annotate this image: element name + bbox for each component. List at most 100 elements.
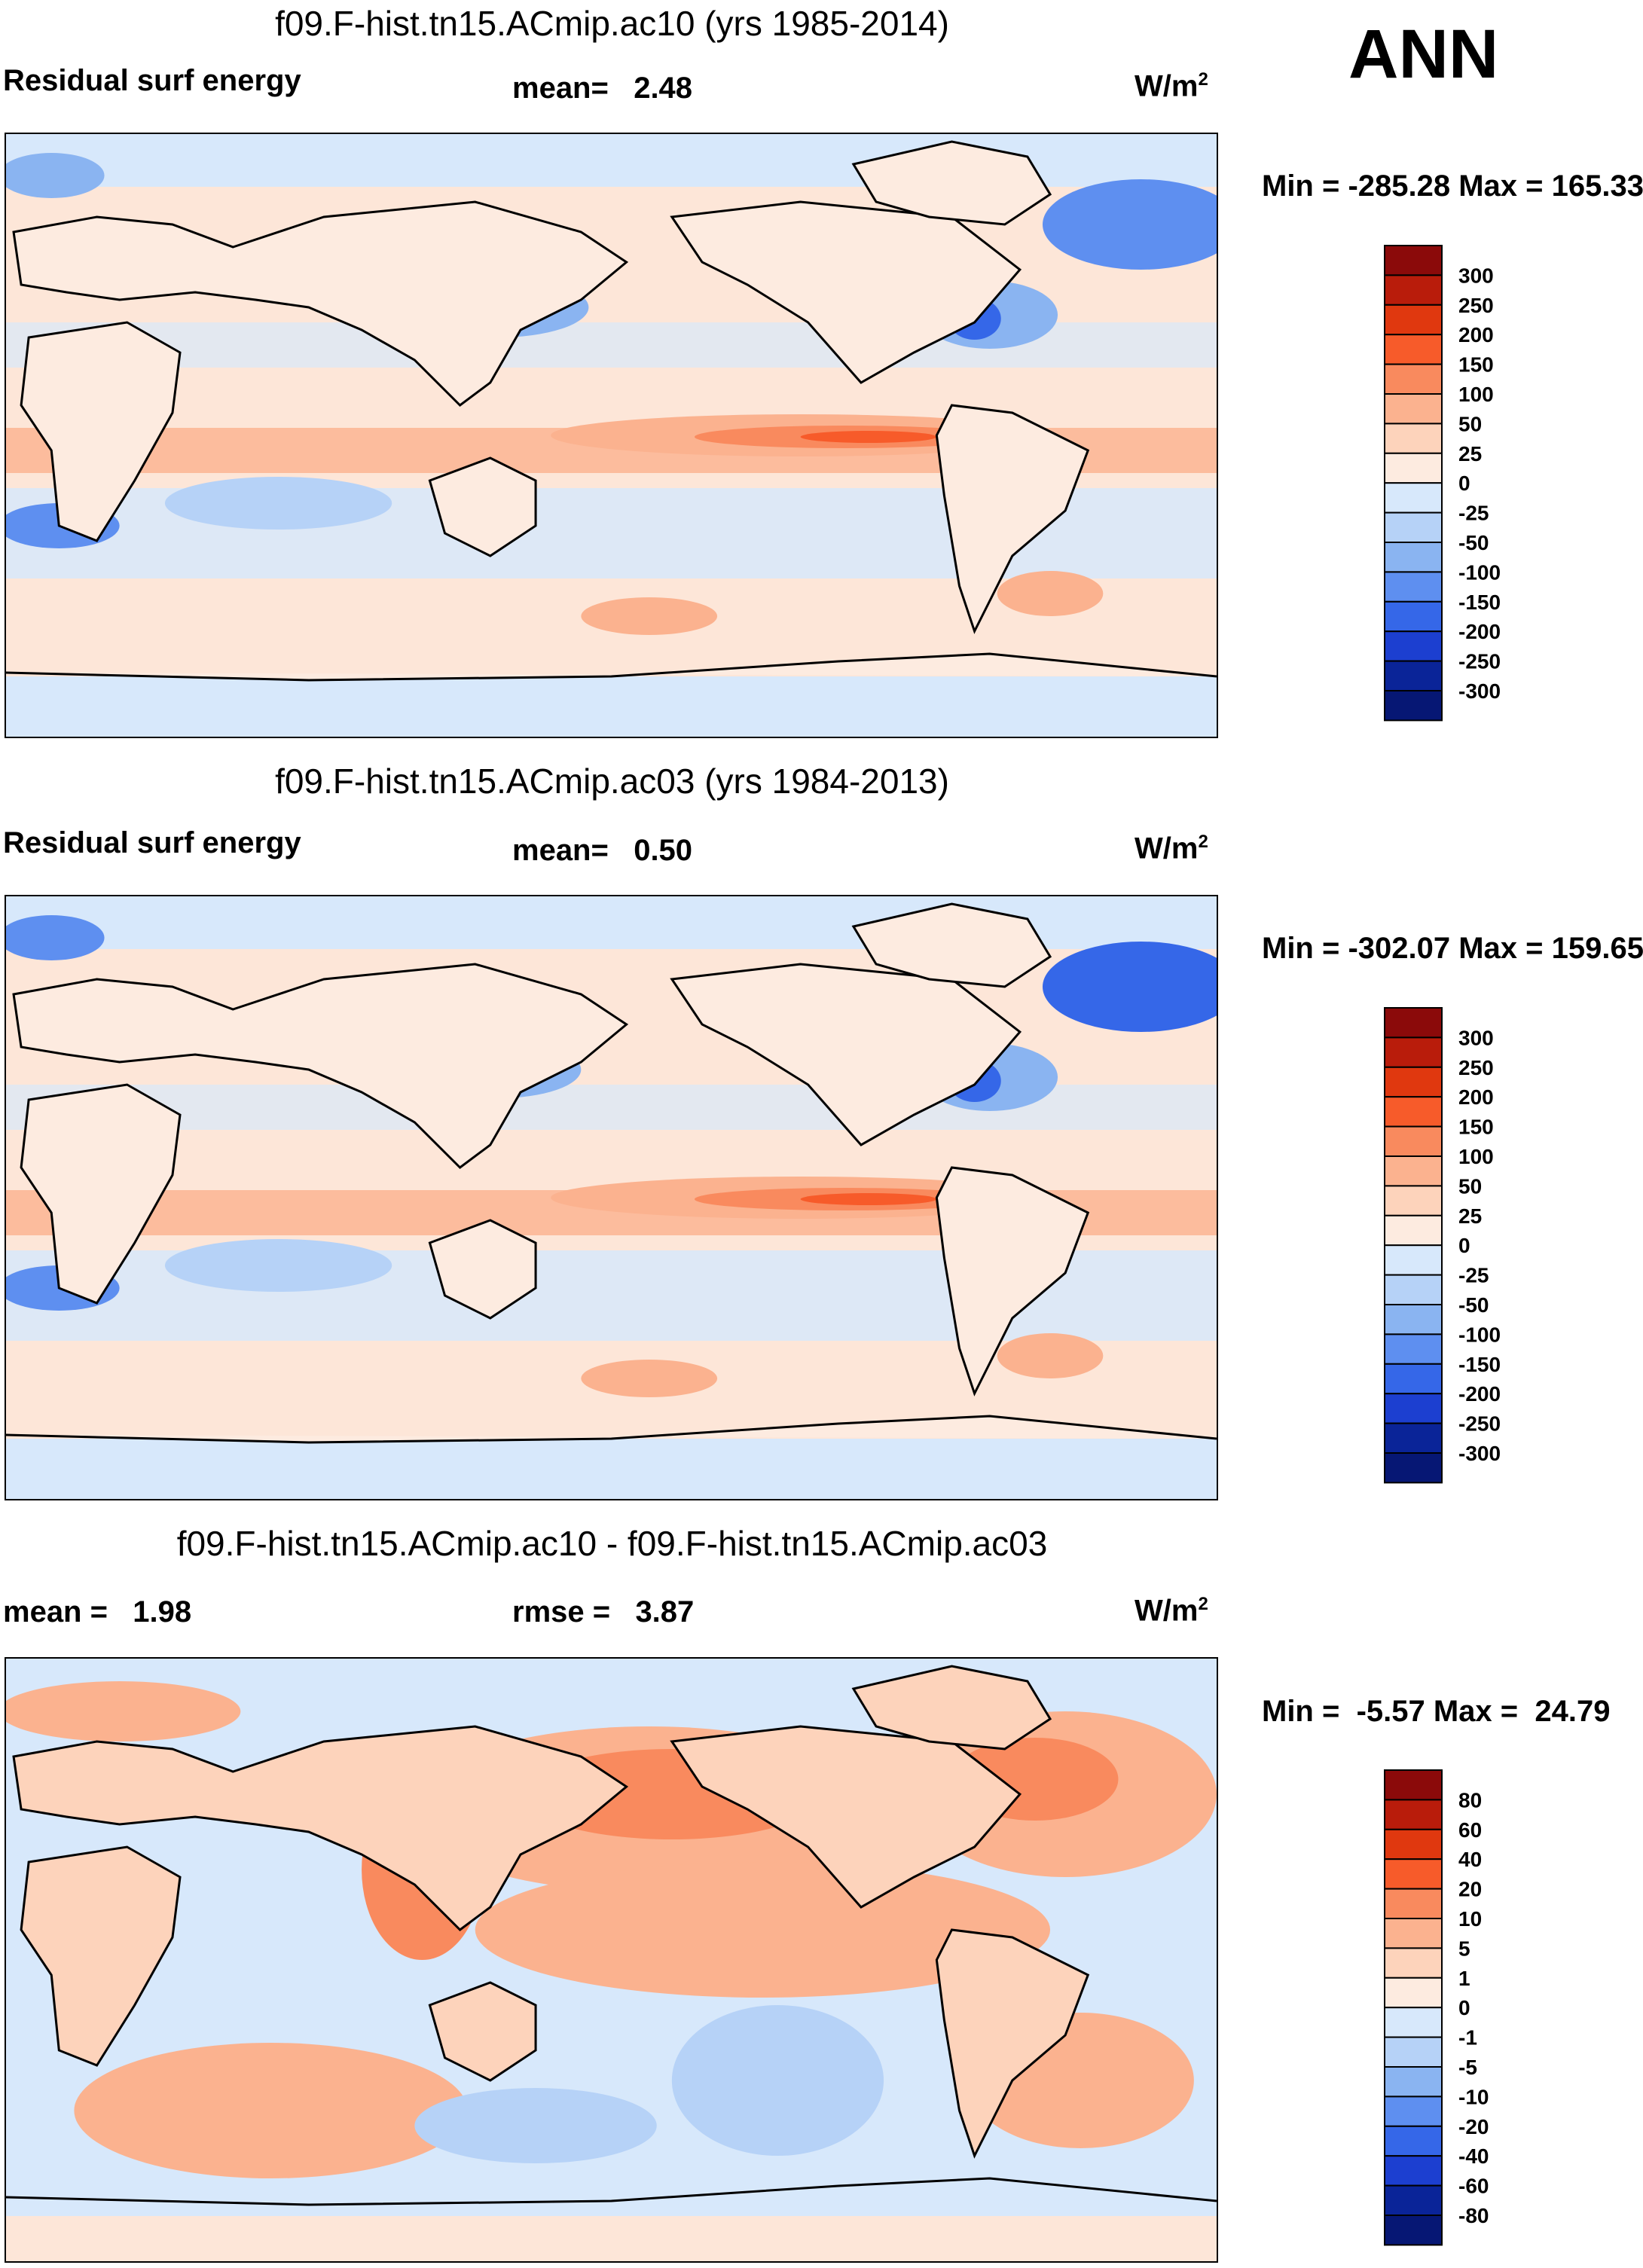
colorbar-tick-label: 10 <box>1458 1907 1482 1931</box>
colorbar-tick-label: -5 <box>1458 2056 1477 2079</box>
colorbar-tick-label: -10 <box>1458 2085 1489 2108</box>
colorbar-tick-label: 150 <box>1458 353 1494 377</box>
colorbar-swatch <box>1384 1452 1443 1484</box>
colorbar-tick-label: -40 <box>1458 2144 1489 2168</box>
colorbar-tick-label: 80 <box>1458 1788 1482 1812</box>
colorbar-swatch <box>1384 2007 1443 2038</box>
colorbar-tick-label: -80 <box>1458 2204 1489 2227</box>
colorbar-swatch <box>1384 1214 1443 1247</box>
colorbar-swatch <box>1384 1007 1443 1039</box>
colorbar-tick-label: 0 <box>1458 1996 1470 2019</box>
colorbar-swatch <box>1384 1125 1443 1158</box>
colorbar-tick-label: 25 <box>1458 1204 1482 1228</box>
colorbar-tick-label: -60 <box>1458 2175 1489 2198</box>
colorbar-tick-label: -100 <box>1458 560 1501 584</box>
colorbar-tick-label: 0 <box>1458 1234 1470 1257</box>
colorbar-tick-label: 300 <box>1458 264 1494 287</box>
colorbar-swatch <box>1384 1274 1443 1306</box>
colorbar-tick-label: -50 <box>1458 1293 1489 1317</box>
colorbar-swatch <box>1384 511 1443 544</box>
colorbar-tick-label: -250 <box>1458 650 1501 673</box>
colorbar-swatch <box>1384 1828 1443 1860</box>
colorbar-swatch <box>1384 542 1443 573</box>
colorbar-swatch <box>1384 1363 1443 1395</box>
panel-2-colorbar: 30025020015010050250-25-50-100-150-200-2… <box>1384 1007 1501 1484</box>
panel-1-colorbar: 30025020015010050250-25-50-100-150-200-2… <box>1384 245 1501 722</box>
colorbar-swatch <box>1384 2096 1443 2127</box>
colorbar-tick-label: -25 <box>1458 1264 1489 1287</box>
colorbar-swatch <box>1384 1155 1443 1187</box>
colorbar-tick-label: 250 <box>1458 1056 1494 1079</box>
panel-3-rmse-label: rmse = 3.87 <box>512 1595 695 1629</box>
colorbar-tick-label: -50 <box>1458 531 1489 554</box>
colorbar-swatch <box>1384 600 1443 633</box>
colorbar-swatch <box>1384 630 1443 662</box>
colorbar-swatch <box>1384 1304 1443 1335</box>
panel-3-mean-label: mean = 1.98 <box>3 1595 192 1629</box>
colorbar-swatch <box>1384 660 1443 691</box>
panel-1-variable-label: Residual surf energy <box>3 64 301 97</box>
panel-3-units: W/m2 <box>1135 1594 1208 1628</box>
colorbar-swatch <box>1384 1185 1443 1216</box>
colorbar-tick-label: 25 <box>1458 442 1482 466</box>
colorbar-swatch <box>1384 1422 1443 1454</box>
panel-2-variable-label: Residual surf energy <box>3 826 301 859</box>
colorbar-tick-label: -250 <box>1458 1412 1501 1436</box>
colorbar-tick-label: 50 <box>1458 412 1482 435</box>
colorbar-swatch <box>1384 423 1443 454</box>
colorbar-swatch <box>1384 1066 1443 1098</box>
colorbar-tick-label: 200 <box>1458 1085 1494 1109</box>
colorbar-tick-label: -150 <box>1458 1353 1501 1376</box>
colorbar-swatch <box>1384 363 1443 395</box>
colorbar-swatch <box>1384 1858 1443 1890</box>
colorbar-tick-label: -300 <box>1458 679 1501 703</box>
colorbar-swatch <box>1384 2184 1443 2216</box>
colorbar-tick-label: 1 <box>1458 1967 1470 1990</box>
colorbar-tick-label: 0 <box>1458 472 1470 495</box>
colorbar-tick-label: 40 <box>1458 1848 1482 1871</box>
colorbar-tick-label: -20 <box>1458 2115 1489 2138</box>
colorbar-swatch <box>1384 393 1443 425</box>
colorbar-tick-label: 100 <box>1458 1145 1494 1168</box>
colorbar-swatch <box>1384 2215 1443 2246</box>
panel-1-units: W/m2 <box>1135 69 1208 103</box>
colorbar-tick-label: 60 <box>1458 1818 1482 1842</box>
colorbar-tick-label: 200 <box>1458 323 1494 346</box>
colorbar-tick-label: -1 <box>1458 2026 1477 2050</box>
colorbar-swatch <box>1384 1333 1443 1365</box>
colorbar-tick-label: -25 <box>1458 502 1489 525</box>
colorbar-swatch <box>1384 1769 1443 1801</box>
panel-3-title: f09.F-hist.tn15.ACmip.ac10 - f09.F-hist.… <box>176 1524 1048 1563</box>
colorbar-swatch <box>1384 690 1443 722</box>
colorbar-swatch <box>1384 1799 1443 1830</box>
panel-1-mean-label: mean= 2.48 <box>512 72 693 105</box>
panel-2-min-max: Min = -302.07 Max = 159.65 <box>1262 932 1643 965</box>
colorbar-swatch <box>1384 1976 1443 2009</box>
colorbar-tick-label: 100 <box>1458 383 1494 406</box>
colorbar-swatch <box>1384 334 1443 365</box>
colorbar-tick-label: 300 <box>1458 1026 1494 1049</box>
colorbar-swatch <box>1384 1888 1443 1920</box>
colorbar-tick-label: 5 <box>1458 1937 1470 1960</box>
colorbar-swatch <box>1384 1918 1443 1949</box>
colorbar-tick-label: -300 <box>1458 1442 1501 1465</box>
colorbar-tick-label: -200 <box>1458 620 1501 643</box>
colorbar-swatch <box>1384 452 1443 484</box>
colorbar-tick-label: 20 <box>1458 1878 1482 1901</box>
panel-2-title: f09.F-hist.tn15.ACmip.ac03 (yrs 1984-201… <box>275 762 949 801</box>
colorbar-swatch <box>1384 2125 1443 2157</box>
colorbar-swatch <box>1384 2036 1443 2068</box>
colorbar-swatch <box>1384 1947 1443 1979</box>
colorbar-tick-label: -150 <box>1458 591 1501 614</box>
panel-1-min-max: Min = -285.28 Max = 165.33 <box>1262 169 1643 203</box>
colorbar-tick-label: -100 <box>1458 1323 1501 1346</box>
colorbar-swatch <box>1384 2155 1443 2187</box>
colorbar-swatch <box>1384 304 1443 336</box>
colorbar-swatch <box>1384 245 1443 276</box>
colorbar-swatch <box>1384 571 1443 603</box>
colorbar-swatch <box>1384 1096 1443 1128</box>
colorbar-tick-label: 150 <box>1458 1116 1494 1139</box>
colorbar-swatch <box>1384 1393 1443 1424</box>
panel-3-min-max: Min = -5.57 Max = 24.79 <box>1262 1695 1611 1728</box>
colorbar-swatch <box>1384 274 1443 306</box>
